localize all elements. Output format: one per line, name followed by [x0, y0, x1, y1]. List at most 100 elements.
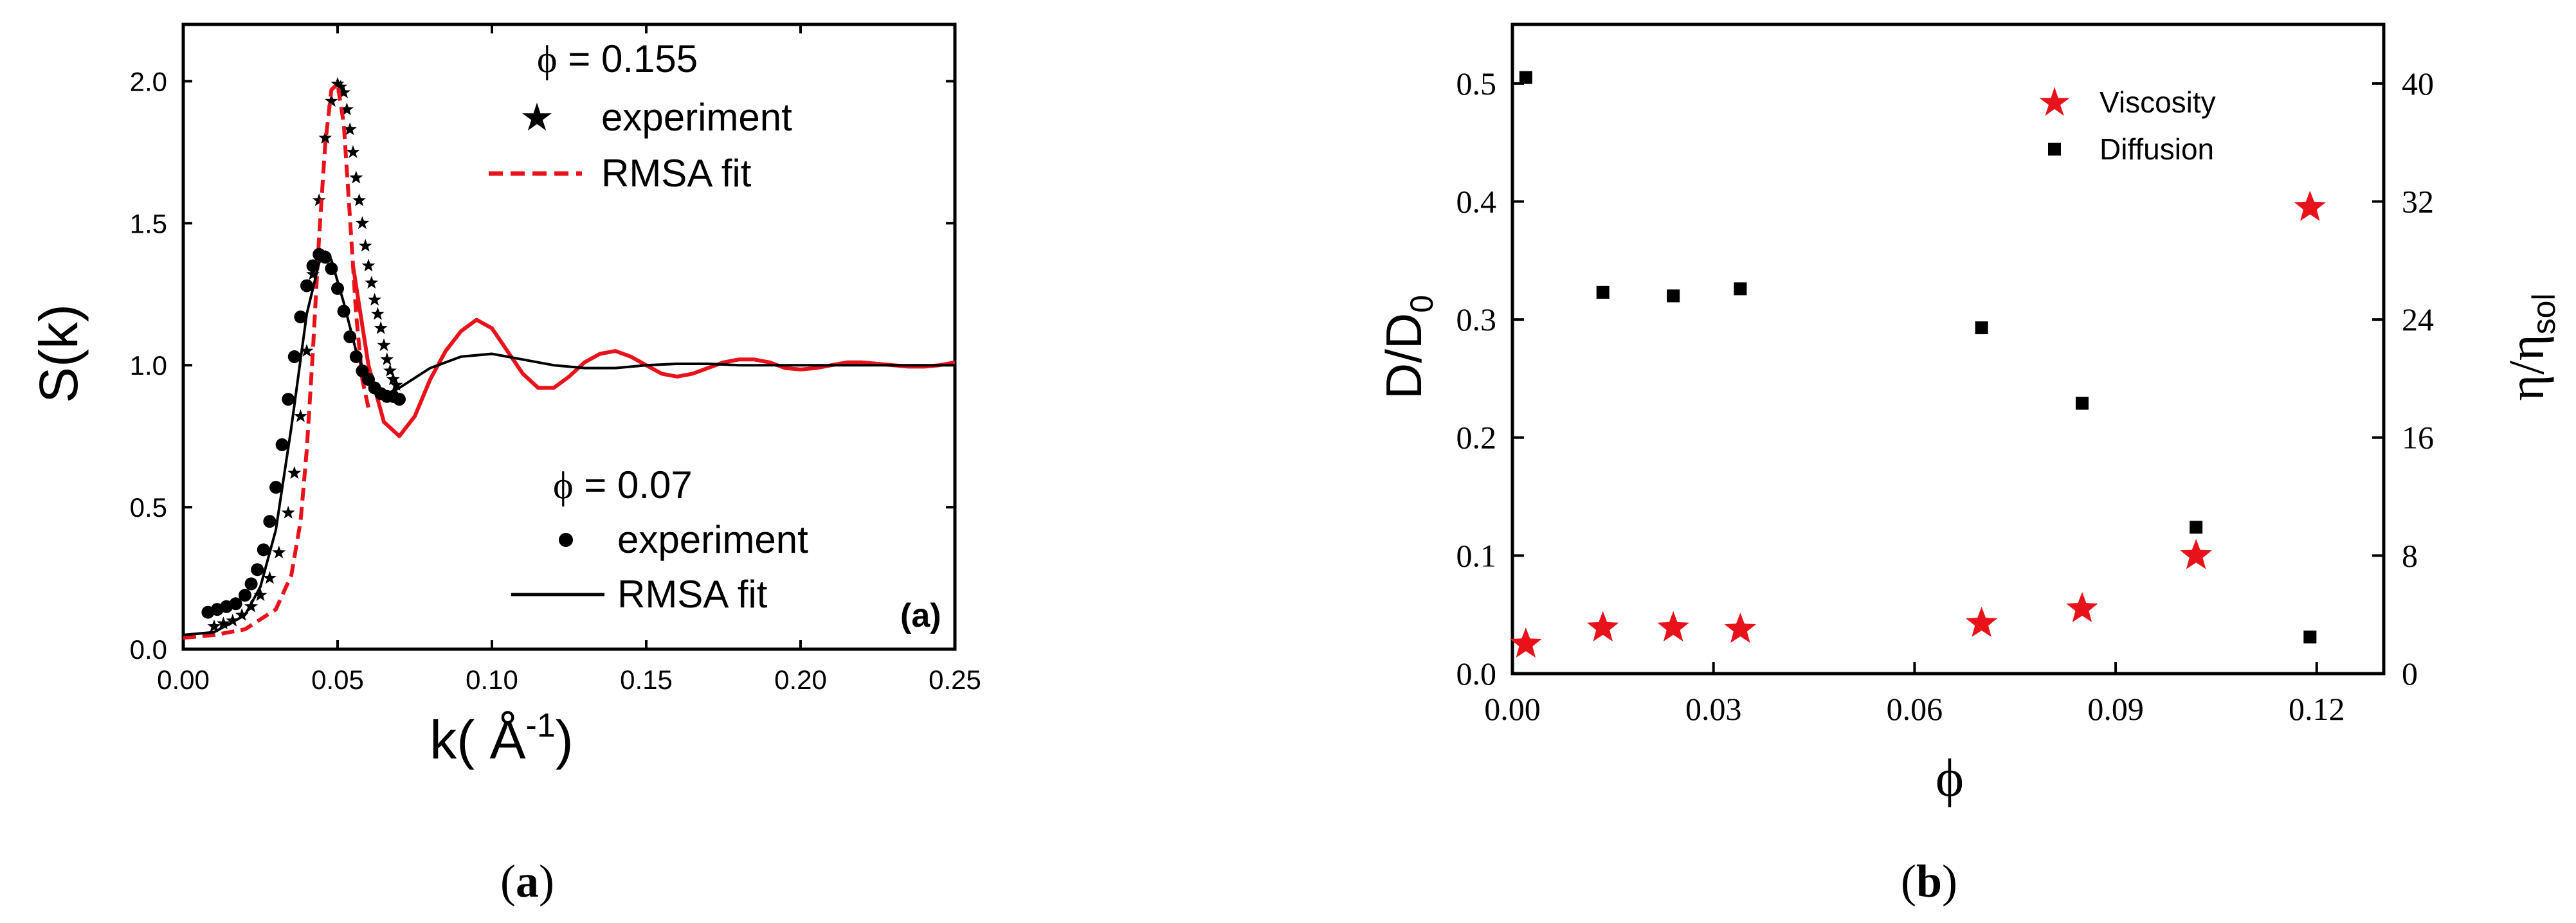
b-y2-tick-label: 0 [2402, 656, 2418, 692]
a-circle-point [287, 350, 301, 363]
panel-a-x-ticks: 0.00 0.05 0.10 0.15 0.20 0.25 [157, 24, 981, 695]
b-y2-tick-label: 32 [2402, 183, 2434, 219]
a-star-point [358, 238, 372, 252]
a-star-point [334, 80, 348, 93]
panel-b-y-axis-label: D/D0 [1375, 295, 1440, 399]
panel-a-chart: 0.00 0.05 0.10 0.15 0.20 0.25 0.0 0.5 1.0 1.5 2.0… [28, 22, 981, 770]
panel-a-y-ticks: 0.0 0.5 1.0 1.5 2.0 [130, 66, 955, 665]
b-y-tick-label: 0.0 [1456, 656, 1497, 692]
a-circle-point [275, 438, 289, 451]
a-star-point [380, 352, 394, 366]
b-y2-tick-label: 16 [2402, 420, 2434, 456]
b-viscosity-point [1510, 627, 1542, 658]
a-y-tick-label: 0.0 [130, 634, 167, 665]
legend-bottom-phi: ϕ = 0.07 [553, 463, 693, 506]
b-diffusion-point [1975, 321, 1988, 334]
a-circle-point [269, 481, 282, 494]
a-circle-point [263, 515, 277, 528]
b-y-tick-label: 0.5 [1456, 66, 1497, 102]
a-star-point [318, 130, 332, 144]
legend-viscosity-star-icon: ★ [2036, 80, 2073, 125]
a-star-point [352, 193, 367, 206]
panel-b-x-ticks: 0.00 0.03 0.06 0.09 0.12 [1484, 662, 2345, 727]
a-star-point [340, 102, 354, 116]
panel-b-y2-axis-label: η/ηsol [2498, 293, 2562, 400]
legend-top-star-icon: ★ [520, 96, 554, 139]
b-viscosity-point [1657, 611, 1689, 641]
panel-a-plot-frame [181, 22, 957, 651]
a-circle-point [229, 597, 242, 611]
legend-bottom-fit-label: RMSA fit [617, 573, 768, 616]
b-y-tick-label: 0.4 [1456, 183, 1497, 219]
a-x-tick-label: 0.20 [774, 665, 827, 695]
a-star-point [355, 216, 369, 229]
a-circle-point [393, 393, 406, 406]
a-y-tick-label: 1.0 [130, 350, 167, 381]
panel-b-plot-frame [1510, 22, 2386, 676]
a-x-tick-label: 0.00 [157, 665, 210, 695]
panel-b-y2-ticks: 0 8 16 24 32 40 [2372, 66, 2434, 692]
a-circle-point [300, 279, 313, 292]
legend-diffusion-label: Diffusion [2100, 132, 2214, 166]
a-circle-point [294, 310, 307, 324]
a-circle-point [251, 563, 264, 577]
b-y-tick-label: 0.2 [1456, 420, 1497, 456]
panel-a-legend-top: ϕ = 0.155 ★ experiment RMSA fit [489, 37, 792, 195]
a-star-point [306, 267, 320, 280]
b-diffusion-point [1734, 282, 1747, 296]
b-viscosity-point [1587, 611, 1619, 641]
a-star-point [368, 292, 382, 306]
a-star-point [374, 321, 388, 334]
a-star-point [361, 258, 376, 272]
a-circle-point [282, 393, 295, 406]
legend-viscosity-label: Viscosity [2100, 85, 2216, 119]
a-star-point [370, 307, 385, 320]
b-x-tick-label: 0.12 [2289, 691, 2345, 727]
a-star-point [383, 364, 397, 377]
a-star-point [365, 276, 379, 289]
panel-b-series [1510, 71, 2327, 658]
b-diffusion-point [2190, 521, 2203, 534]
b-diffusion-point [1519, 71, 1532, 84]
a-y-tick-label: 1.5 [130, 208, 167, 238]
a-star-point [253, 588, 268, 601]
a-star-point [207, 619, 221, 632]
b-diffusion-point [2303, 631, 2317, 644]
caption-b: (b) [1901, 856, 1957, 907]
a-star-point [312, 193, 326, 206]
a-star-point [226, 613, 240, 627]
b-y2-tick-label: 40 [2402, 66, 2434, 102]
a-y-tick-label: 2.0 [130, 66, 167, 96]
a-star-point [281, 505, 295, 519]
b-x-tick-label: 0.00 [1484, 691, 1541, 727]
a-circle-point [306, 259, 320, 273]
b-y-tick-label: 0.1 [1456, 537, 1497, 573]
a-star-point [346, 145, 360, 158]
a-star-point [343, 122, 357, 136]
a-star-point [235, 608, 249, 621]
panel-a-y-axis-label: S(k) [28, 304, 89, 403]
legend-top-phi: ϕ = 0.155 [537, 37, 698, 80]
panel-a-series [183, 76, 956, 640]
a-series-line [183, 250, 955, 636]
b-viscosity-point [2180, 539, 2212, 569]
b-x-tick-label: 0.06 [1887, 691, 1943, 727]
a-x-tick-label: 0.15 [620, 665, 673, 695]
legend-top-experiment-label: experiment [601, 96, 792, 139]
b-y-tick-label: 0.3 [1456, 301, 1497, 337]
a-circle-point [239, 589, 251, 602]
b-diffusion-point [1667, 289, 1680, 303]
a-x-tick-label: 0.25 [929, 665, 981, 695]
a-star-point [300, 344, 314, 357]
a-star-point [216, 616, 230, 630]
a-x-tick-label: 0.10 [466, 665, 518, 695]
b-x-tick-label: 0.03 [1685, 691, 1742, 727]
a-star-point [272, 545, 286, 559]
panel-a-x-axis-label: k( Å-1) [430, 707, 574, 770]
a-star-point [349, 170, 363, 184]
legend-bottom-circle-icon [559, 533, 573, 547]
b-y2-tick-label: 24 [2402, 301, 2434, 337]
b-y2-tick-label: 8 [2402, 537, 2418, 573]
a-series-line [351, 265, 956, 438]
